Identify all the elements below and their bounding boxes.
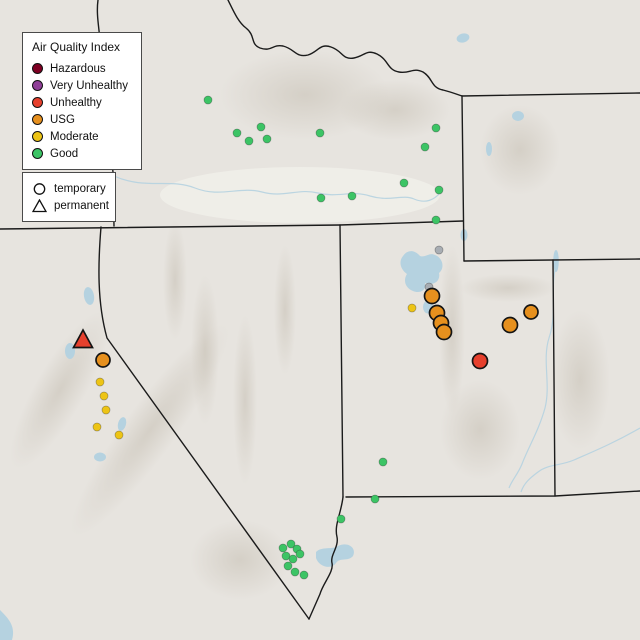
marker-good[interactable] — [299, 570, 309, 580]
lake — [486, 142, 492, 156]
shape-legend: temporary permanent — [22, 172, 116, 222]
marker-good[interactable] — [431, 123, 441, 133]
marker-permanent-unhealthy[interactable] — [72, 328, 94, 349]
legend-swatch-icon — [32, 97, 43, 108]
marker-good[interactable] — [232, 128, 242, 138]
state-border — [461, 95, 465, 262]
marker-usg[interactable] — [435, 323, 453, 341]
lake — [512, 111, 524, 121]
legend-swatch-icon — [32, 63, 43, 74]
legend-label: Moderate — [50, 130, 99, 143]
legend-title: Air Quality Index — [32, 40, 121, 54]
marker-unhealthy[interactable] — [471, 352, 489, 370]
marker-good[interactable] — [281, 551, 291, 561]
marker-good[interactable] — [399, 178, 409, 188]
circle-shape-icon — [33, 182, 46, 195]
shape-legend-items: temporary permanent — [32, 180, 109, 214]
legend-swatch-icon — [32, 80, 43, 91]
marker-good[interactable] — [370, 494, 380, 504]
marker-moderate[interactable] — [92, 422, 102, 432]
shape-legend-item-permanent: permanent — [32, 197, 109, 214]
state-border — [339, 224, 344, 498]
state-border — [227, 0, 463, 97]
river — [113, 175, 442, 202]
legend-item-very-unhealthy: Very Unhealthy — [32, 77, 132, 94]
legend-items: Hazardous Very Unhealthy Unhealthy USG Moder… — [32, 60, 132, 162]
legend-label: Unhealthy — [50, 96, 102, 109]
state-border — [463, 258, 640, 262]
legend-swatch-icon — [32, 114, 43, 125]
shape-legend-label: temporary — [54, 182, 106, 195]
legend-label: USG — [50, 113, 75, 126]
lake — [94, 452, 106, 462]
marker-good[interactable] — [434, 185, 444, 195]
marker-good[interactable] — [336, 514, 346, 524]
legend-item-unhealthy: Unhealthy — [32, 94, 132, 111]
marker-good[interactable] — [244, 136, 254, 146]
triangle-shape-icon — [32, 198, 47, 212]
legend-swatch-icon — [32, 131, 43, 142]
marker-good[interactable] — [203, 95, 213, 105]
lake — [83, 287, 95, 305]
river — [520, 427, 640, 493]
state-border — [461, 92, 640, 97]
legend-label: Good — [50, 147, 79, 160]
marker-good[interactable] — [431, 215, 441, 225]
lake — [117, 417, 127, 431]
marker-good[interactable] — [262, 134, 272, 144]
marker-good[interactable] — [420, 142, 430, 152]
marker-usg[interactable] — [95, 352, 111, 368]
marker-moderate[interactable] — [407, 303, 417, 313]
marker-good[interactable] — [347, 191, 357, 201]
marker-usg[interactable] — [501, 316, 519, 334]
state-border — [345, 490, 640, 498]
marker-good[interactable] — [290, 567, 300, 577]
marker-good[interactable] — [283, 561, 293, 571]
legend-item-hazardous: Hazardous — [32, 60, 132, 77]
marker-good[interactable] — [315, 128, 325, 138]
legend-item-moderate: Moderate — [32, 128, 132, 145]
lake — [456, 33, 470, 43]
marker-usg[interactable] — [523, 304, 539, 320]
shape-legend-item-temporary: temporary — [32, 180, 106, 197]
marker-good[interactable] — [288, 554, 298, 564]
state-border — [552, 259, 556, 497]
shape-legend-label: permanent — [54, 199, 109, 212]
terrain-shading-layer — [10, 50, 610, 600]
lake — [65, 343, 75, 359]
marker-moderate[interactable] — [95, 377, 105, 387]
marker-good[interactable] — [378, 457, 388, 467]
aqi-legend: Air Quality Index Hazardous Very Unhealth… — [22, 32, 142, 170]
water-body — [0, 610, 14, 640]
marker-moderate[interactable] — [99, 391, 109, 401]
lake — [316, 544, 354, 567]
marker-usg[interactable] — [423, 287, 441, 305]
aqi-markers-layer — [72, 95, 539, 580]
lake — [400, 251, 443, 293]
state-border — [98, 226, 310, 620]
marker-good[interactable] — [278, 543, 288, 553]
marker-nodata[interactable] — [434, 245, 444, 255]
marker-good[interactable] — [295, 549, 305, 559]
lake — [553, 250, 559, 272]
marker-moderate[interactable] — [101, 405, 111, 415]
legend-item-usg: USG — [32, 111, 132, 128]
marker-good[interactable] — [286, 539, 296, 549]
legend-swatch-icon — [32, 148, 43, 159]
marker-moderate[interactable] — [114, 430, 124, 440]
legend-label: Very Unhealthy — [50, 79, 128, 92]
marker-good[interactable] — [316, 193, 326, 203]
legend-label: Hazardous — [50, 62, 106, 75]
legend-item-good: Good — [32, 145, 132, 162]
marker-good[interactable] — [256, 122, 266, 132]
